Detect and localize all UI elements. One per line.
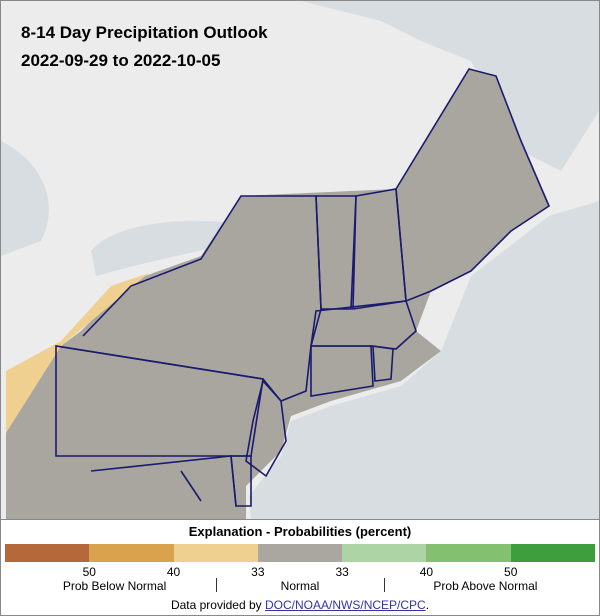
legend-swatch	[173, 544, 258, 562]
footer-text: Data provided by	[170, 598, 262, 612]
legend-category: Prob Above Normal	[433, 579, 538, 593]
legend-tick: 33	[251, 565, 265, 579]
normal-area	[6, 69, 549, 519]
title: 8-14 Day Precipitation Outlook	[21, 23, 268, 42]
legend-swatch	[510, 544, 595, 562]
legend-separator	[215, 578, 217, 592]
state-lines	[55, 68, 551, 507]
footer-link[interactable]: DOC/NOAA/NWS/NCEP/CPC	[265, 598, 426, 612]
legend-separator	[384, 578, 386, 592]
lake	[91, 220, 241, 276]
water	[301, 1, 599, 171]
subtitle: 2022-09-29 to 2022-10-05	[21, 51, 221, 70]
legend-category: Prob Below Normal	[62, 579, 167, 593]
lake	[1, 141, 49, 256]
legend-tick: 50	[82, 565, 96, 579]
legend-swatch	[426, 544, 511, 562]
ocean	[249, 201, 599, 519]
legend-tick: 33	[335, 565, 349, 579]
footer-end: .	[425, 598, 430, 612]
legend-bar	[5, 544, 595, 562]
legend-swatch	[257, 544, 343, 562]
legend-swatch	[89, 544, 174, 562]
legend-category: Normal	[280, 579, 320, 593]
legend-tick: 50	[504, 565, 518, 579]
legend-title: Explanation - Probabilities (percent)	[188, 524, 412, 539]
legend-tick: 40	[166, 565, 181, 579]
footer: Data provided by DOC/NOAA/NWS/NCEP/CPC.	[1, 598, 599, 612]
map	[1, 1, 599, 519]
legend-tick: 40	[419, 565, 434, 579]
legend-swatch	[5, 544, 90, 562]
legend-swatch	[342, 544, 427, 562]
legend: Explanation - Probabilities (percent) Da…	[1, 519, 599, 616]
